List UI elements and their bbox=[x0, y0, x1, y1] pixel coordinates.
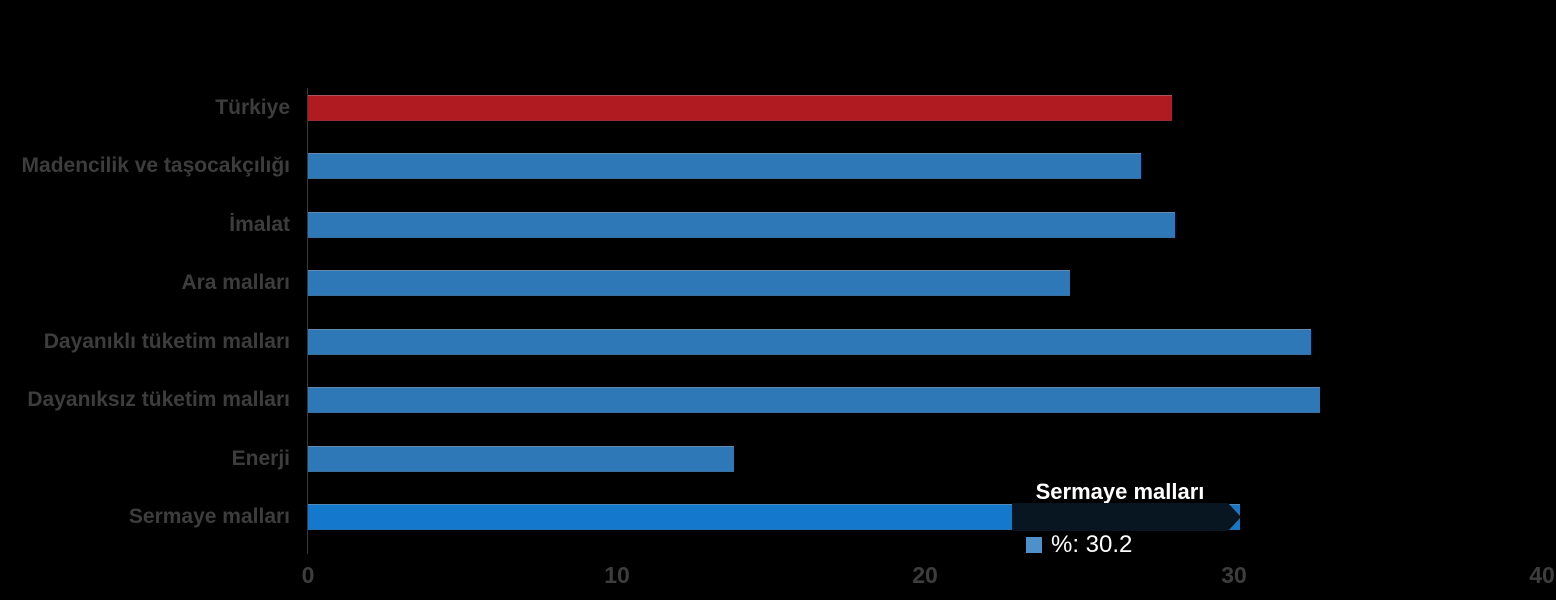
bar-row: Dayanıksız tüketim malları bbox=[0, 387, 1556, 413]
category-label: Türkiye bbox=[215, 96, 290, 119]
bar-dayan-kl-t-ketim-mallar-[interactable] bbox=[308, 329, 1311, 355]
category-label: Dayanıksız tüketim malları bbox=[27, 388, 290, 411]
category-label: Madencilik ve taşocakçılığı bbox=[21, 154, 290, 177]
bar-enerji[interactable] bbox=[308, 446, 734, 472]
bar-row: Türkiye bbox=[0, 95, 1556, 121]
bar-row: Dayanıklı tüketim malları bbox=[0, 329, 1556, 355]
bar-row: Enerji bbox=[0, 446, 1556, 472]
bar-row: Ara malları bbox=[0, 270, 1556, 296]
bar-madencilik-ve-ta-ocak-l-[interactable] bbox=[308, 153, 1141, 179]
tooltip-background bbox=[1012, 503, 1241, 531]
x-axis-tick-label: 30 bbox=[1221, 562, 1247, 588]
tooltip-value-row: %: 30.2 bbox=[1026, 531, 1132, 559]
tooltip-value: %: 30.2 bbox=[1051, 531, 1133, 558]
category-label: Ara malları bbox=[181, 271, 290, 294]
y-axis-line bbox=[307, 88, 308, 554]
bar-row: Madencilik ve taşocakçılığı bbox=[0, 153, 1556, 179]
category-label: Enerji bbox=[231, 447, 290, 470]
category-label: Sermaye malları bbox=[128, 505, 290, 528]
tooltip-title: Sermaye malları bbox=[1035, 479, 1205, 504]
bar-t-rkiye[interactable] bbox=[308, 95, 1172, 121]
bar-row: Sermaye malları bbox=[0, 504, 1556, 530]
x-axis-tick-label: 20 bbox=[912, 562, 938, 588]
category-label: Dayanıklı tüketim malları bbox=[43, 330, 290, 353]
bar-row: İmalat bbox=[0, 212, 1556, 238]
bar-i-malat[interactable] bbox=[308, 212, 1175, 238]
category-label: İmalat bbox=[229, 213, 290, 236]
x-axis-tick-label: 0 bbox=[301, 562, 315, 588]
x-axis-tick-label: 10 bbox=[604, 562, 630, 588]
bar-dayan-ks-z-t-ketim-mallar-[interactable] bbox=[308, 387, 1320, 413]
series-marker-icon bbox=[1026, 537, 1042, 553]
bar-ara-mallar-[interactable] bbox=[308, 270, 1070, 296]
x-axis-tick-label: 40 bbox=[1529, 562, 1555, 588]
